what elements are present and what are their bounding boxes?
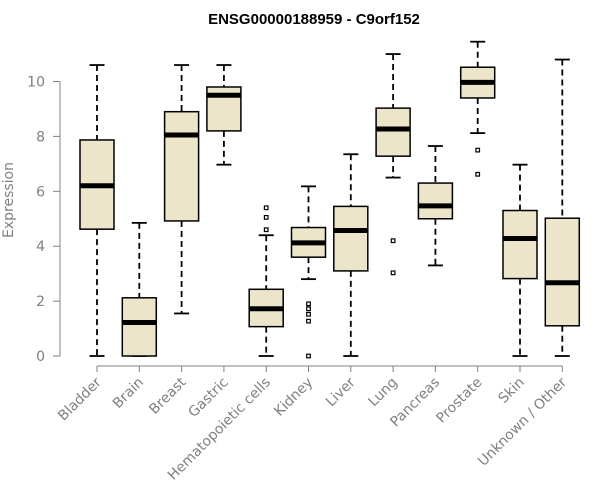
- y-tick-label: 4: [36, 239, 45, 255]
- box-pancreas: [417, 145, 454, 267]
- outlier-point: [475, 147, 481, 153]
- outlier-point: [306, 353, 311, 359]
- box-unknown-other: [544, 58, 581, 357]
- box-skin: [502, 163, 538, 357]
- y-tick-label: 2: [36, 294, 45, 310]
- box-brain: [121, 221, 158, 357]
- x-tick-label: Bladder: [55, 374, 105, 424]
- box-prostate: [459, 40, 496, 177]
- y-tick-label: 10: [27, 75, 45, 91]
- y-tick-label: 0: [36, 349, 45, 365]
- x-tick-label: Brain: [110, 375, 147, 412]
- outlier-point: [475, 171, 481, 177]
- box-lung: [375, 53, 411, 276]
- outlier-point: [306, 301, 311, 307]
- chart-title: ENSG00000188959 - C9orf152: [208, 11, 420, 28]
- y-axis-label: Expression: [1, 162, 17, 238]
- iqr-box: [375, 107, 411, 157]
- box-gastric: [206, 64, 242, 166]
- outlier-point: [306, 306, 311, 312]
- iqr-box: [121, 297, 158, 357]
- x-tick-label: Liver: [323, 374, 359, 410]
- box-kidney: [290, 185, 327, 359]
- box-liver: [333, 153, 369, 357]
- outlier-point: [263, 205, 269, 211]
- iqr-box: [333, 205, 369, 272]
- y-axis: 0 2 4 6 8 10: [27, 75, 61, 365]
- x-tick-label: Kidney: [271, 375, 316, 420]
- outlier-point: [306, 311, 311, 317]
- y-tick-label: 8: [36, 129, 45, 145]
- plot-area: [79, 40, 581, 359]
- iqr-box: [544, 217, 581, 327]
- iqr-box: [163, 110, 200, 222]
- outlier-point: [306, 318, 311, 324]
- outlier-point: [263, 227, 269, 233]
- box-breast: [163, 64, 200, 315]
- y-tick-label: 6: [36, 184, 45, 200]
- x-tick-label: Prostate: [433, 375, 485, 427]
- outlier-point: [390, 238, 396, 244]
- box-hematopoietic-cells: [248, 205, 284, 357]
- iqr-box: [502, 209, 538, 280]
- x-tick-label: Skin: [495, 375, 527, 407]
- x-tick-label: Breast: [146, 374, 190, 418]
- x-tick-label: Lung: [365, 375, 400, 410]
- outlier-point: [390, 270, 396, 276]
- outlier-point: [263, 214, 269, 220]
- box-bladder: [79, 64, 115, 357]
- iqr-box: [417, 182, 454, 220]
